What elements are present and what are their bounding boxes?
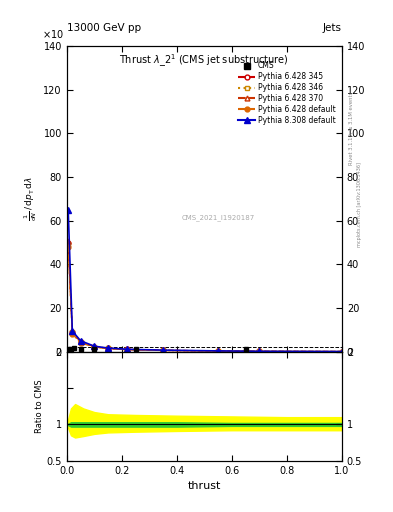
Y-axis label: Ratio to CMS: Ratio to CMS <box>35 379 44 433</box>
Legend: CMS, Pythia 6.428 345, Pythia 6.428 346, Pythia 6.428 370, Pythia 6.428 default,: CMS, Pythia 6.428 345, Pythia 6.428 346,… <box>236 59 338 127</box>
Y-axis label: $\frac{1}{\mathrm{d}N}\,/\,\mathrm{d}p_\mathrm{T}\,\mathrm{d}\lambda$: $\frac{1}{\mathrm{d}N}\,/\,\mathrm{d}p_\… <box>23 177 39 221</box>
Text: CMS_2021_I1920187: CMS_2021_I1920187 <box>182 214 255 221</box>
Text: $\times$10: $\times$10 <box>42 28 64 40</box>
Text: Thrust $\lambda\_2^1$ (CMS jet substructure): Thrust $\lambda\_2^1$ (CMS jet substruct… <box>119 52 289 69</box>
X-axis label: thrust: thrust <box>188 481 221 491</box>
Text: 13000 GeV pp: 13000 GeV pp <box>67 23 141 33</box>
Text: mcplots.cern.ch [arXiv:1306.3436]: mcplots.cern.ch [arXiv:1306.3436] <box>357 162 362 247</box>
Text: Jets: Jets <box>323 23 342 33</box>
Text: Rivet 3.1.10, ≥ 3.1M events: Rivet 3.1.10, ≥ 3.1M events <box>349 91 354 165</box>
